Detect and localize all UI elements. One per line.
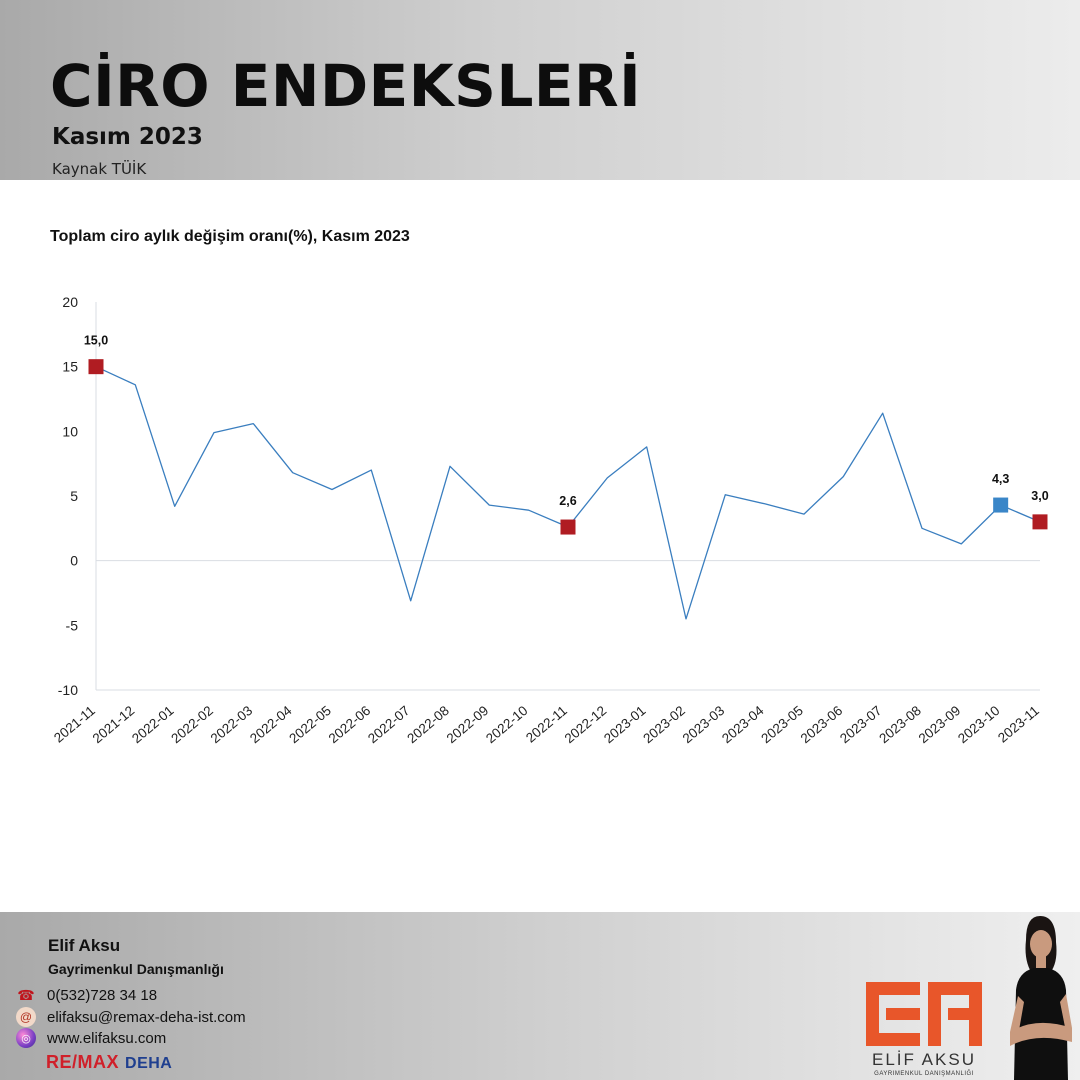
agent-name: Elif Aksu: [48, 936, 121, 955]
x-tick-label: 2022-05: [286, 703, 334, 746]
x-tick-label: 2022-04: [247, 702, 295, 746]
x-tick-label: 2023-03: [680, 703, 728, 746]
footer-banner: Elif Aksu Gayrimenkul Danışmanlığı ☎ 0(5…: [0, 912, 1080, 1080]
data-label: 2,6: [559, 494, 576, 508]
highlight-marker: [1032, 514, 1048, 530]
x-tick-label: 2022-06: [326, 703, 374, 746]
x-tick-label: 2023-10: [955, 703, 1003, 746]
source-label: Kaynak TÜİK: [52, 160, 147, 178]
data-label: 15,0: [84, 334, 108, 348]
y-tick-label: 20: [62, 294, 78, 310]
x-tick-label: 2022-07: [365, 703, 413, 746]
highlight-marker: [88, 359, 104, 375]
data-label: 3,0: [1031, 489, 1048, 503]
x-tick-label: 2022-03: [208, 703, 256, 746]
y-tick-label: 15: [62, 359, 78, 375]
series-line: [95, 366, 1041, 620]
x-tick-label: 2023-07: [837, 703, 885, 746]
logo-tagline: GAYRIMENKUL DANIŞMANLIĞI: [874, 1071, 974, 1077]
x-tick-label: 2023-01: [601, 703, 649, 746]
agent-role: Gayrimenkul Danışmanlığı: [48, 961, 224, 977]
data-label: 4,3: [992, 472, 1009, 486]
x-tick-label: 2022-09: [444, 703, 492, 746]
email-address[interactable]: elifaksu@remax-deha-ist.com: [47, 1008, 246, 1026]
x-tick-label: 2022-01: [129, 703, 177, 746]
highlight-marker: [560, 519, 576, 535]
x-tick-label: 2021-11: [51, 703, 98, 746]
x-tick-label: 2022-11: [523, 703, 570, 746]
remax-office: DEHA: [125, 1055, 173, 1072]
x-tick-label: 2022-12: [562, 703, 610, 746]
y-tick-label: -5: [66, 617, 79, 633]
agent-portrait: [1010, 916, 1072, 1080]
phone-row[interactable]: ☎ 0(532)728 34 18: [16, 985, 157, 1005]
website-row[interactable]: ◎ www.elifaksu.com: [16, 1028, 166, 1048]
x-tick-label: 2022-10: [483, 703, 531, 746]
logo-name: ELİF AKSU: [872, 1050, 976, 1069]
x-tick-label: 2023-02: [640, 703, 688, 746]
y-tick-label: -10: [58, 682, 78, 698]
x-tick-label: 2021-12: [90, 703, 138, 746]
ea-logo-icon: [866, 982, 982, 1046]
phone-number[interactable]: 0(532)728 34 18: [47, 986, 158, 1004]
y-tick-label: 5: [70, 488, 78, 504]
email-icon: @: [16, 1007, 36, 1027]
y-tick-label: 0: [70, 553, 78, 569]
phone-icon: ☎: [17, 986, 35, 1003]
header-banner: CİRO ENDEKSLERİ Kasım 2023 Kaynak TÜİK: [0, 0, 1080, 180]
y-tick-label: 10: [62, 423, 78, 439]
chart-title: Toplam ciro aylık değişim oranı(%), Kası…: [50, 228, 410, 245]
x-tick-label: 2023-06: [798, 703, 846, 746]
x-tick-label: 2023-08: [876, 703, 924, 746]
x-tick-label: 2022-08: [404, 703, 452, 746]
page-subtitle: Kasım 2023: [52, 124, 203, 150]
line-chart: 20151050-5-102021-112021-122022-012022-0…: [51, 294, 1049, 746]
x-tick-label: 2023-05: [758, 703, 806, 746]
page-title: CİRO ENDEKSLERİ: [50, 52, 642, 120]
remax-logo: RE/MAX DEHA: [46, 1052, 172, 1073]
x-tick-label: 2023-09: [916, 703, 964, 746]
x-tick-label: 2023-11: [995, 703, 1042, 746]
website-link[interactable]: www.elifaksu.com: [47, 1029, 167, 1047]
x-tick-label: 2023-04: [719, 702, 767, 746]
x-tick-label: 2022-02: [168, 703, 216, 746]
highlight-marker: [993, 497, 1009, 513]
remax-brand: RE/MAX: [46, 1052, 120, 1072]
email-row[interactable]: @ elifaksu@remax-deha-ist.com: [16, 1007, 246, 1027]
globe-icon: ◎: [16, 1028, 36, 1048]
